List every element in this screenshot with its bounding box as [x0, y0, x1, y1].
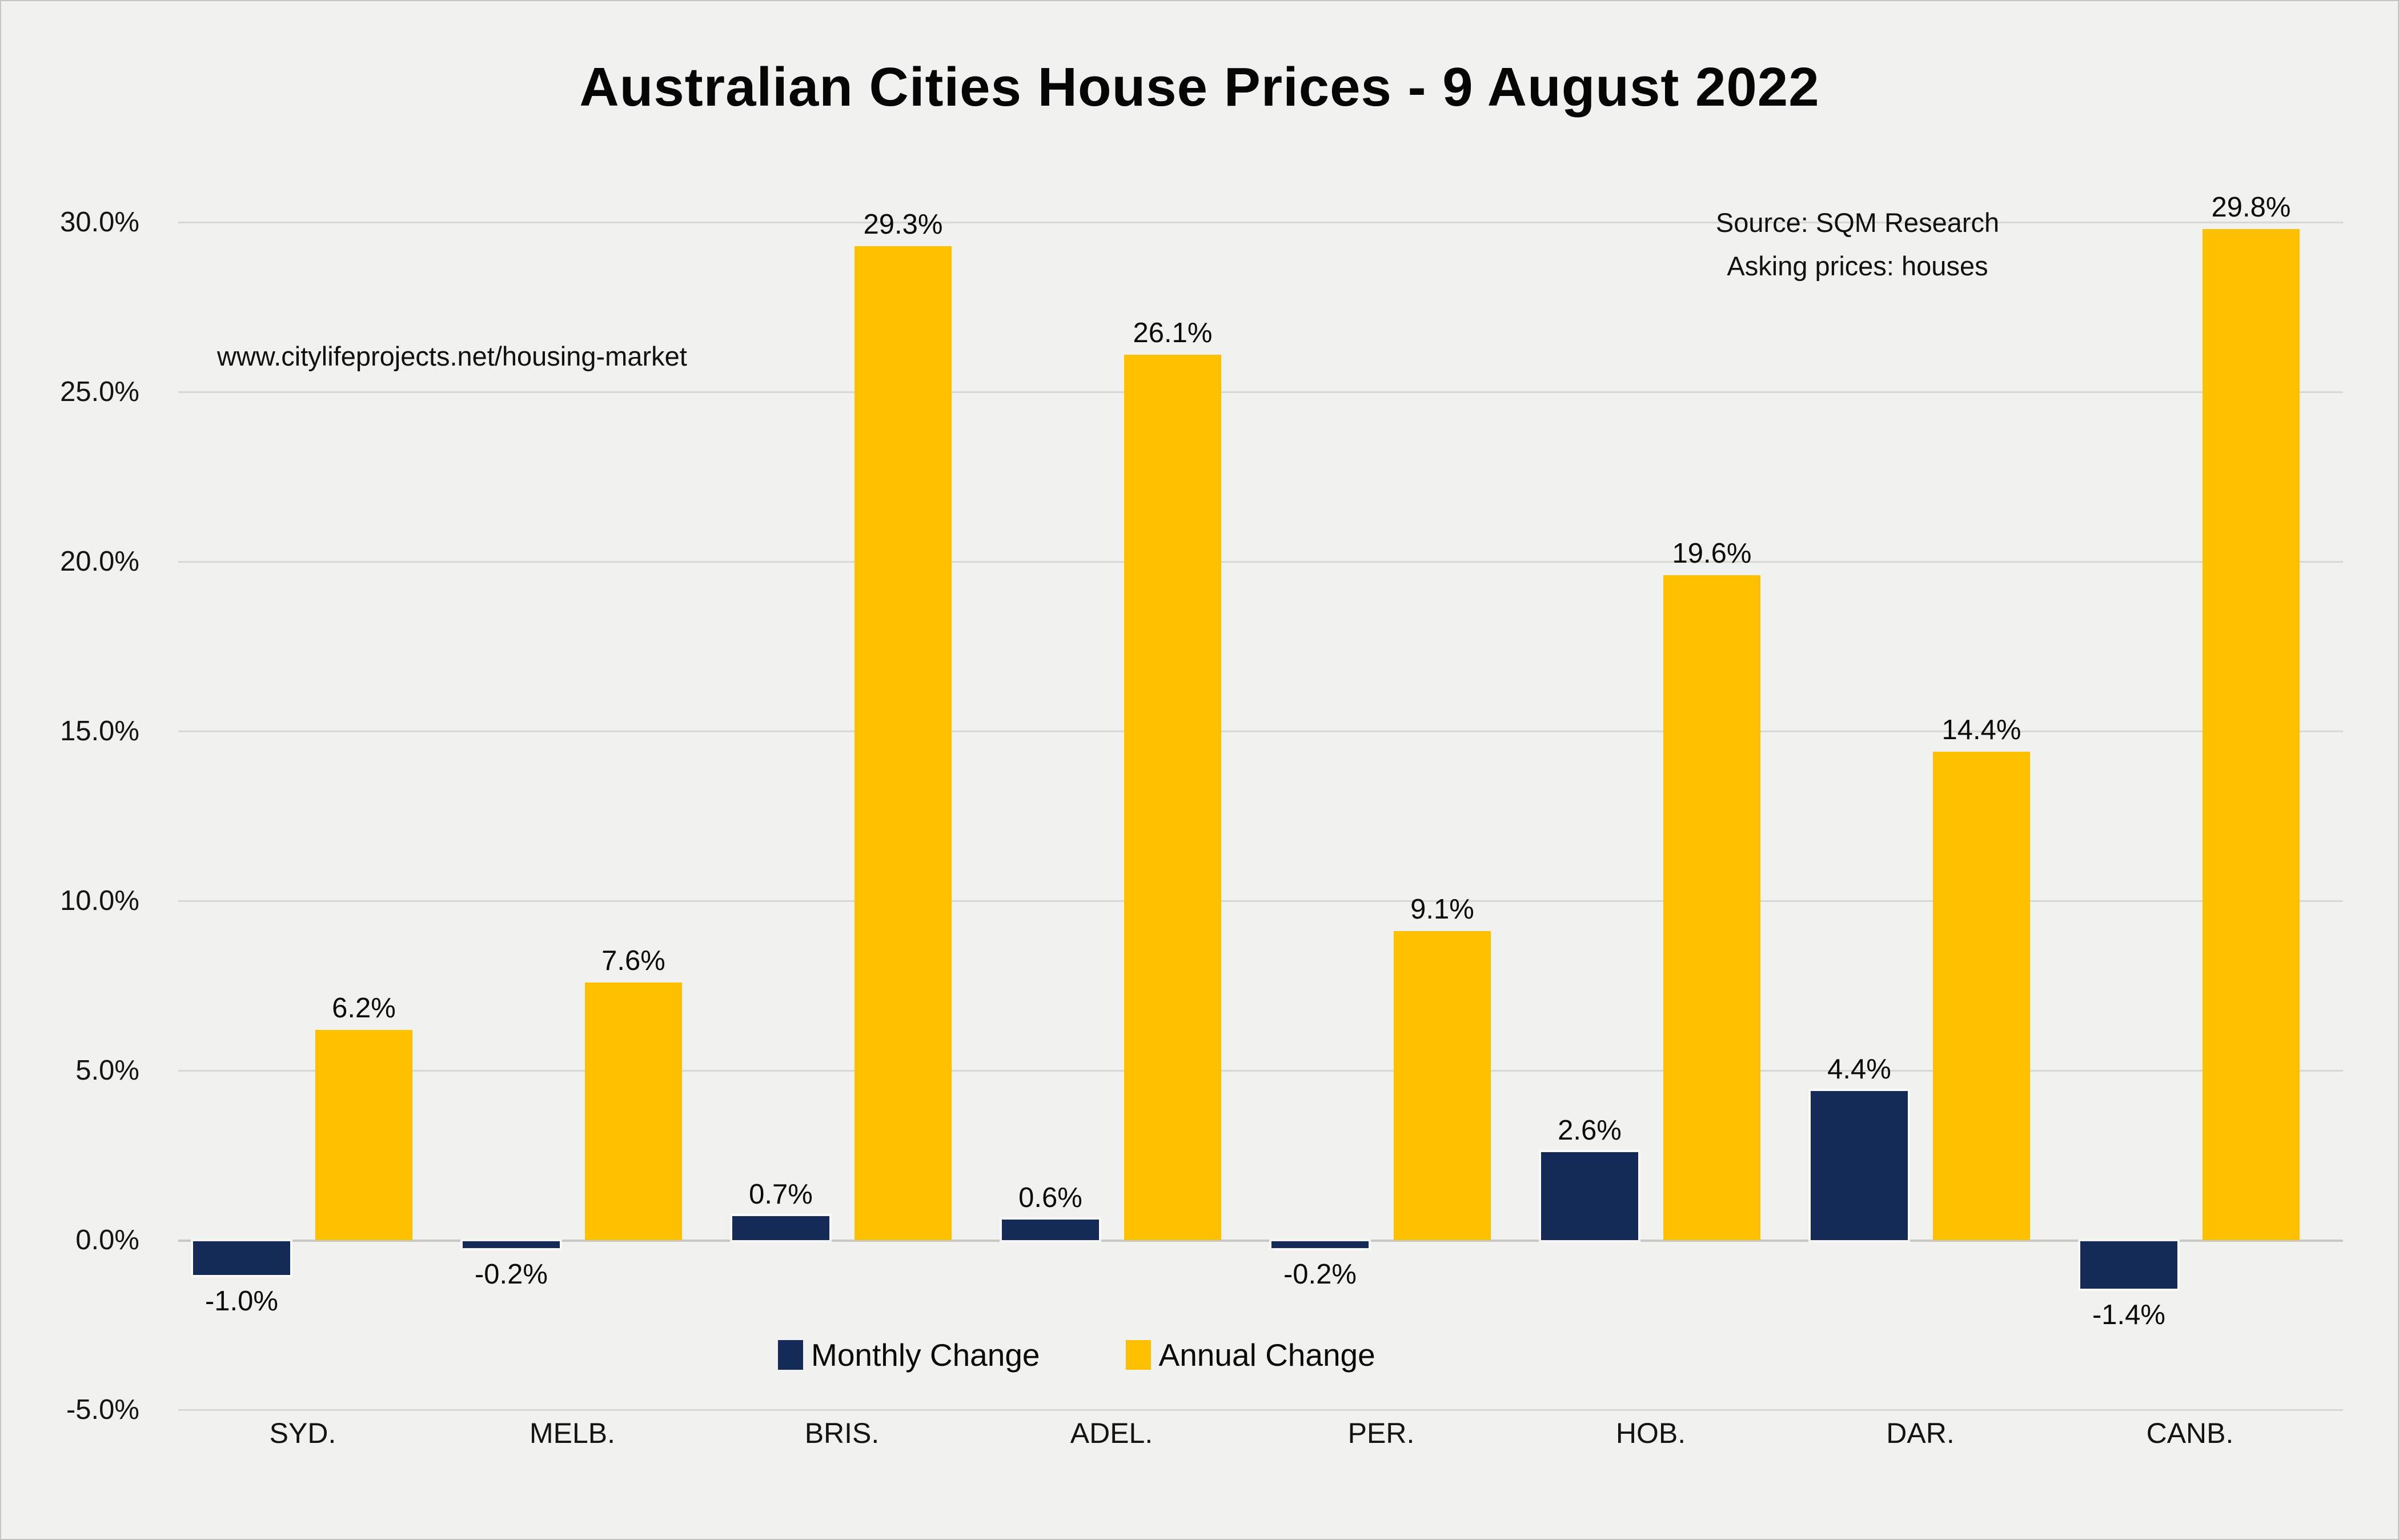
bar-monthly-bris	[732, 1216, 829, 1240]
bar-annual-syd	[315, 1029, 412, 1240]
zero-gridline	[178, 1240, 2343, 1242]
x-tick-label-adel: ADEL.	[1070, 1417, 1153, 1449]
bar-annual-dar	[1933, 751, 2030, 1240]
bar-label-monthly-canb: -1.4%	[2092, 1300, 2165, 1331]
gridline	[178, 222, 2343, 223]
x-tick-label-melb: MELB.	[529, 1417, 616, 1449]
legend-swatch-annual	[1125, 1340, 1151, 1370]
source-note: Source: SQM Research Asking prices: hous…	[1623, 201, 2092, 288]
bar-label-monthly-bris: 0.7%	[749, 1179, 813, 1210]
bar-label-monthly-adel: 0.6%	[1018, 1182, 1082, 1214]
bar-label-annual-hob: 19.6%	[1672, 538, 1752, 569]
x-tick-label-dar: DAR.	[1886, 1417, 1955, 1449]
bar-label-monthly-per: -0.2%	[1283, 1258, 1357, 1290]
bar-annual-hob	[1663, 575, 1760, 1240]
y-tick-label: 25.0%	[60, 376, 139, 407]
source-line-1: Source: SQM Research	[1715, 207, 2000, 238]
bar-monthly-adel	[1002, 1220, 1099, 1240]
gridline	[178, 391, 2343, 393]
y-tick-label: 0.0%	[75, 1225, 139, 1256]
bar-label-monthly-hob: 2.6%	[1558, 1114, 1622, 1146]
x-tick-label-syd: SYD.	[269, 1417, 336, 1449]
watermark-url: www.citylifeprojects.net/housing-market	[217, 341, 687, 371]
bar-label-monthly-dar: 4.4%	[1827, 1053, 1891, 1085]
bar-label-annual-per: 9.1%	[1410, 894, 1474, 925]
gridline	[178, 900, 2343, 902]
bar-label-annual-adel: 26.1%	[1133, 317, 1213, 348]
bar-label-annual-canb: 29.8%	[2211, 191, 2291, 223]
bar-label-annual-syd: 6.2%	[332, 992, 396, 1024]
bar-annual-per	[1394, 931, 1491, 1240]
bar-monthly-dar	[1811, 1090, 1908, 1240]
legend: Monthly Change Annual Change	[778, 1337, 1375, 1373]
bar-annual-canb	[2203, 228, 2300, 1240]
bar-monthly-per	[1271, 1241, 1369, 1248]
legend-label-annual: Annual Change	[1158, 1337, 1375, 1373]
bar-annual-melb	[585, 982, 682, 1240]
gridline	[178, 1070, 2343, 1072]
bar-label-annual-melb: 7.6%	[601, 945, 665, 976]
bar-annual-adel	[1124, 354, 1221, 1240]
bar-label-monthly-syd: -1.0%	[204, 1286, 278, 1317]
source-line-2: Asking prices: houses	[1727, 251, 1988, 281]
x-tick-label-canb: CANB.	[2146, 1417, 2234, 1449]
legend-item-annual: Annual Change	[1125, 1337, 1375, 1373]
y-tick-label: 10.0%	[60, 885, 139, 916]
y-tick-label: 20.0%	[60, 546, 139, 577]
gridline	[178, 1409, 2343, 1411]
gridline	[178, 561, 2343, 563]
bar-monthly-canb	[2080, 1241, 2177, 1289]
x-tick-label-bris: BRIS.	[804, 1417, 880, 1449]
bar-monthly-melb	[463, 1241, 560, 1248]
bar-label-annual-dar: 14.4%	[1941, 714, 2021, 745]
legend-swatch-monthly	[778, 1340, 803, 1370]
bar-monthly-hob	[1541, 1152, 1638, 1240]
legend-item-monthly: Monthly Change	[778, 1337, 1040, 1373]
x-tick-label-hob: HOB.	[1615, 1417, 1686, 1449]
y-tick-label: 5.0%	[75, 1055, 139, 1086]
y-tick-label: 15.0%	[60, 716, 139, 747]
gridline	[178, 731, 2343, 732]
bar-annual-bris	[855, 246, 952, 1240]
bar-label-monthly-melb: -0.2%	[474, 1258, 548, 1290]
bar-monthly-syd	[193, 1241, 290, 1276]
y-tick-label: -5.0%	[66, 1394, 139, 1425]
legend-label-monthly: Monthly Change	[811, 1337, 1040, 1373]
bar-label-annual-bris: 29.3%	[863, 208, 943, 240]
chart-title: Australian Cities House Prices - 9 Augus…	[579, 57, 1820, 118]
x-tick-label-per: PER.	[1347, 1417, 1415, 1449]
y-tick-label: 30.0%	[60, 207, 139, 238]
